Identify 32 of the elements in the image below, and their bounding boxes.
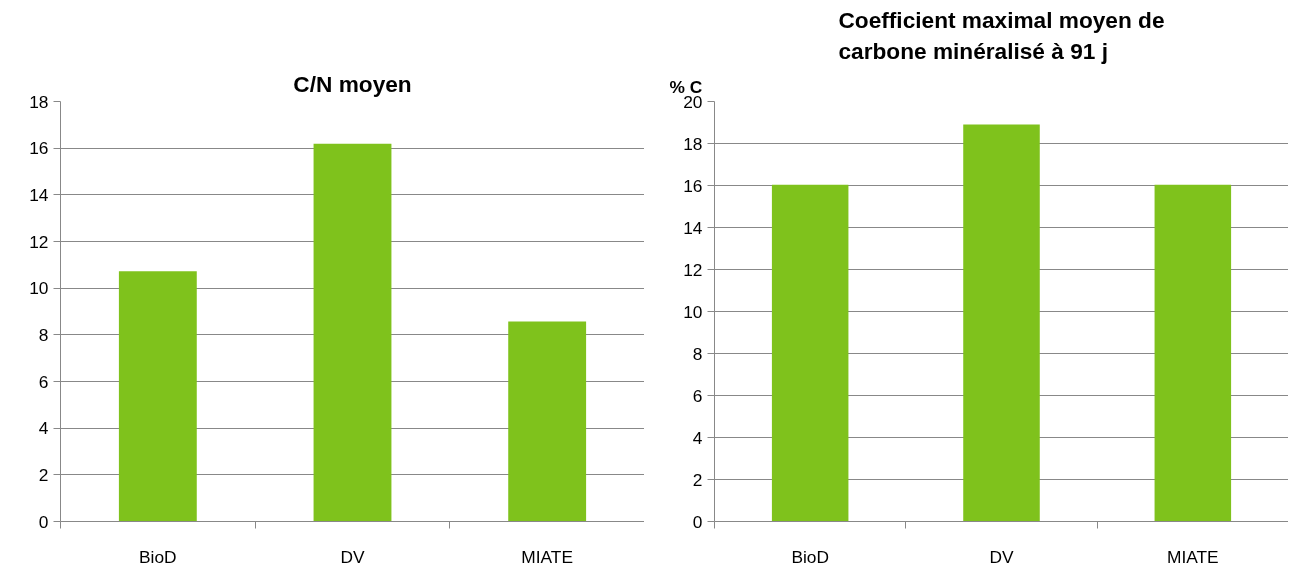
y-tick-label: 12 [683,259,703,280]
bar [313,143,392,522]
x-tick-label: DV [989,546,1014,567]
x-tick-label: MIATE [521,546,574,567]
y-tick-label: 8 [692,343,703,364]
y-tick-label: 8 [38,324,49,345]
bar [508,321,587,522]
y-tick-label: 14 [29,184,49,205]
x-tick-label: MIATE [1167,546,1219,567]
chart-title: C/N moyen [293,70,412,97]
y-tick-label: 10 [683,301,703,322]
y-tick-label: 2 [692,469,703,490]
x-tick-label: DV [340,546,365,567]
y-tick-label: 0 [38,511,49,532]
y-tick-label: 18 [29,91,49,112]
y-axis-title: % C [669,76,703,97]
y-tick-label: 4 [692,427,703,448]
y-tick-label: 6 [692,385,703,406]
y-tick-label: 0 [692,511,703,532]
y-tick-label: 6 [38,371,49,392]
y-tick-label: 14 [683,217,703,238]
y-tick-label: 16 [683,175,703,196]
bar [118,271,197,522]
y-tick-label: 16 [29,138,49,159]
chart-title: Coefficient maximal moyen de carbone minéralisé à 91 j [838,7,1165,65]
y-tick-label: 10 [29,278,49,299]
x-tick-label: BioD [139,546,177,567]
y-tick-label: 12 [29,231,49,252]
y-tick-label: 18 [683,133,703,154]
x-tick-label: BioD [791,546,829,567]
y-tick-label: 4 [38,418,49,439]
y-tick-label: 2 [38,464,49,485]
